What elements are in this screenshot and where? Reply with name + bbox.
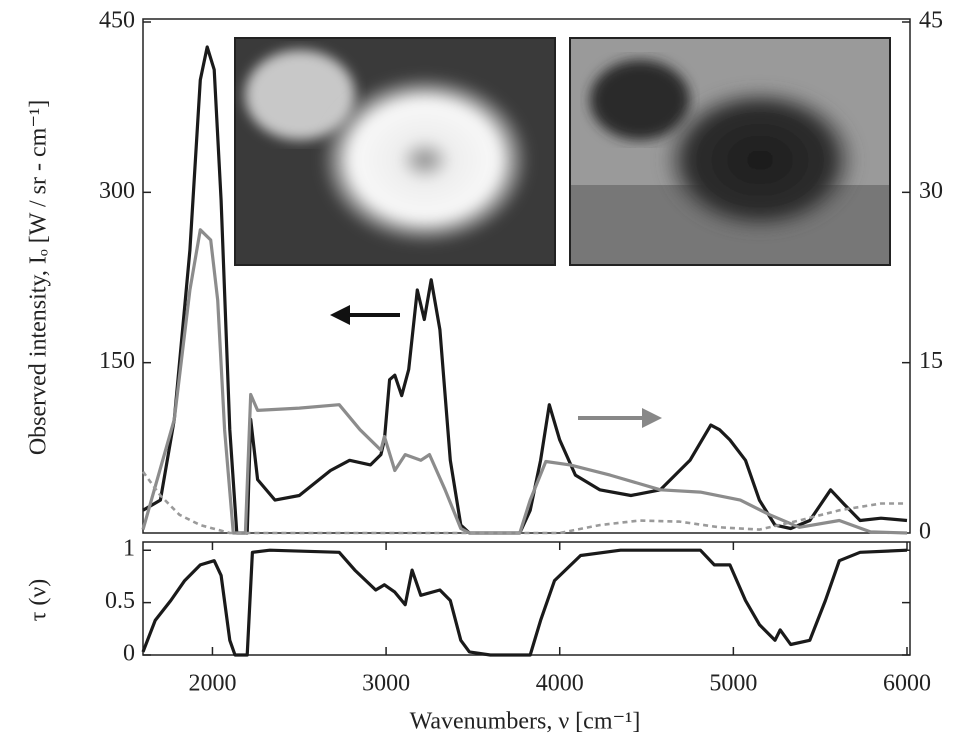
- series-line: [142, 45, 908, 535]
- arrow-left: [330, 305, 400, 325]
- y2-tick-label: 0: [919, 519, 931, 545]
- y-tick-label: 450: [99, 8, 135, 34]
- y2-tick-label: 15: [919, 348, 943, 374]
- x-tick-label: 2000: [188, 671, 236, 697]
- y2-tick-label: 45: [919, 8, 943, 34]
- y-tick-label: 300: [99, 178, 135, 204]
- y-tick-label: 0.5: [105, 588, 135, 614]
- y-axis-label: τ (ν): [26, 579, 52, 621]
- x-tick-label: 4000: [536, 671, 584, 697]
- y2-tick-label: 30: [919, 178, 943, 204]
- arrow-right: [578, 408, 662, 428]
- y-tick-label: 150: [99, 348, 135, 374]
- plot-frame: [142, 541, 911, 656]
- x-tick-label: 5000: [709, 671, 757, 697]
- x-tick-label: 3000: [362, 671, 410, 697]
- photo-smoke: [569, 37, 891, 266]
- series-line: [141, 470, 907, 535]
- y-tick-label: 0: [123, 641, 135, 667]
- y-axis-label: Observed intensity, Iₒ [W / sr - cm⁻¹]: [26, 100, 52, 455]
- x-axis-label: Wavenumbers, ν [cm⁻¹]: [410, 709, 641, 735]
- series-line: [141, 228, 908, 535]
- series-line: [141, 548, 908, 657]
- x-tick-label: 6000: [883, 671, 931, 697]
- photo-flash: [234, 37, 556, 266]
- y-tick-label: 1: [123, 536, 135, 562]
